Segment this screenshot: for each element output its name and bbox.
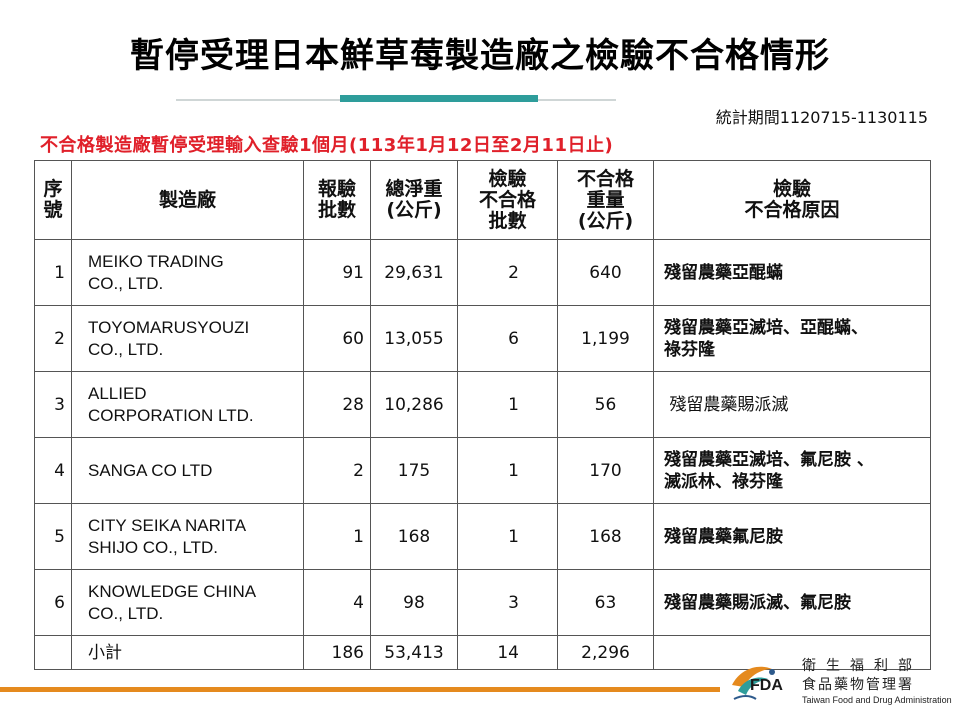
row-failed-batches: 6 <box>457 305 558 372</box>
subtotal-batches: 186 <box>303 635 371 670</box>
row-failed-weight: 56 <box>557 371 654 438</box>
header-failed-batches: 檢驗 不合格 批數 <box>457 160 558 240</box>
subtotal-net-weight: 53,413 <box>370 635 458 670</box>
row-failed-batches: 2 <box>457 239 558 306</box>
row-failed-weight: 1,199 <box>557 305 654 372</box>
row-seq: 6 <box>34 569 72 636</box>
logo-english-name: Taiwan Food and Drug Administration <box>802 695 952 705</box>
header-seq: 序 號 <box>34 160 72 240</box>
row-batches: 2 <box>303 437 371 504</box>
inspection-table: 序 號 製造廠 報驗 批數 總淨重 (公斤) 檢驗 不合格 批數 不合格 重量 … <box>34 160 931 670</box>
table-row: 2 TOYOMARUSYOUZI CO., LTD. 60 13,055 6 1… <box>34 305 931 372</box>
logo-agency: 食品藥物管理署 <box>802 677 914 693</box>
row-manufacturer: TOYOMARUSYOUZI CO., LTD. <box>71 305 304 372</box>
subtotal-row: 小計 186 53,413 14 2,296 <box>34 635 931 670</box>
table-row: 3 ALLIED CORPORATION LTD. 28 10,286 1 56… <box>34 371 931 438</box>
row-failed-weight: 63 <box>557 569 654 636</box>
row-seq: 4 <box>34 437 72 504</box>
header-failed-weight: 不合格 重量 (公斤) <box>557 160 654 240</box>
row-failed-batches: 1 <box>457 503 558 570</box>
logo-ministry: 衛生福利部 <box>802 658 922 674</box>
title-accent-bar <box>340 95 538 102</box>
fda-logo: FDA 衛生福利部 食品藥物管理署 Taiwan Food and Drug A… <box>728 655 952 711</box>
row-batches: 4 <box>303 569 371 636</box>
table-row: 5 CITY SEIKA NARITA SHIJO CO., LTD. 1 16… <box>34 503 931 570</box>
row-batches: 91 <box>303 239 371 306</box>
row-failed-batches: 1 <box>457 437 558 504</box>
row-failed-batches: 1 <box>457 371 558 438</box>
subtotal-seq-cell <box>34 635 72 670</box>
row-seq: 3 <box>34 371 72 438</box>
row-reason: 殘留農藥賜派滅、氟尼胺 <box>653 569 931 636</box>
row-failed-weight: 640 <box>557 239 654 306</box>
row-net-weight: 29,631 <box>370 239 458 306</box>
table-row: 6 KNOWLEDGE CHINA CO., LTD. 4 98 3 63 殘留… <box>34 569 931 636</box>
row-manufacturer: ALLIED CORPORATION LTD. <box>71 371 304 438</box>
fda-bird-logo-icon <box>732 666 775 700</box>
row-net-weight: 13,055 <box>370 305 458 372</box>
row-seq: 1 <box>34 239 72 306</box>
table-row: 1 MEIKO TRADING CO., LTD. 91 29,631 2 64… <box>34 239 931 306</box>
row-batches: 28 <box>303 371 371 438</box>
header-reason: 檢驗 不合格原因 <box>653 160 931 240</box>
subtotal-reason-cell <box>653 635 931 670</box>
footer-accent-bar <box>0 687 720 692</box>
row-net-weight: 175 <box>370 437 458 504</box>
row-batches: 60 <box>303 305 371 372</box>
row-reason: 殘留農藥亞滅培、氟尼胺 、 滅派林、祿芬隆 <box>653 437 931 504</box>
row-reason: 殘留農藥賜派滅 <box>653 371 931 438</box>
row-batches: 1 <box>303 503 371 570</box>
row-failed-batches: 3 <box>457 569 558 636</box>
header-batches: 報驗 批數 <box>303 160 371 240</box>
row-failed-weight: 170 <box>557 437 654 504</box>
table-header-row: 序 號 製造廠 報驗 批數 總淨重 (公斤) 檢驗 不合格 批數 不合格 重量 … <box>34 160 931 240</box>
row-failed-weight: 168 <box>557 503 654 570</box>
subtotal-failed-batches: 14 <box>457 635 558 670</box>
subtotal-label: 小計 <box>71 635 304 670</box>
row-manufacturer: MEIKO TRADING CO., LTD. <box>71 239 304 306</box>
statistics-period: 統計期間1120715-1130115 <box>715 108 928 127</box>
row-net-weight: 10,286 <box>370 371 458 438</box>
subtotal-failed-weight: 2,296 <box>557 635 654 670</box>
row-reason: 殘留農藥亞滅培、亞醌蟎、 祿芬隆 <box>653 305 931 372</box>
page-title: 暫停受理日本鮮草莓製造廠之檢驗不合格情形 <box>130 36 830 76</box>
header-net-weight: 總淨重 (公斤) <box>370 160 458 240</box>
row-manufacturer: SANGA CO LTD <box>71 437 304 504</box>
logo-abbr: FDA <box>750 677 783 694</box>
row-net-weight: 168 <box>370 503 458 570</box>
header-manufacturer: 製造廠 <box>71 160 304 240</box>
row-manufacturer: CITY SEIKA NARITA SHIJO CO., LTD. <box>71 503 304 570</box>
row-seq: 2 <box>34 305 72 372</box>
row-reason: 殘留農藥氟尼胺 <box>653 503 931 570</box>
row-seq: 5 <box>34 503 72 570</box>
suspension-notice: 不合格製造廠暫停受理輸入查驗1個月(113年1月12日至2月11日止) <box>40 135 614 156</box>
row-net-weight: 98 <box>370 569 458 636</box>
row-reason: 殘留農藥亞醌蟎 <box>653 239 931 306</box>
row-manufacturer: KNOWLEDGE CHINA CO., LTD. <box>71 569 304 636</box>
table-row: 4 SANGA CO LTD 2 175 1 170 殘留農藥亞滅培、氟尼胺 、… <box>34 437 931 504</box>
